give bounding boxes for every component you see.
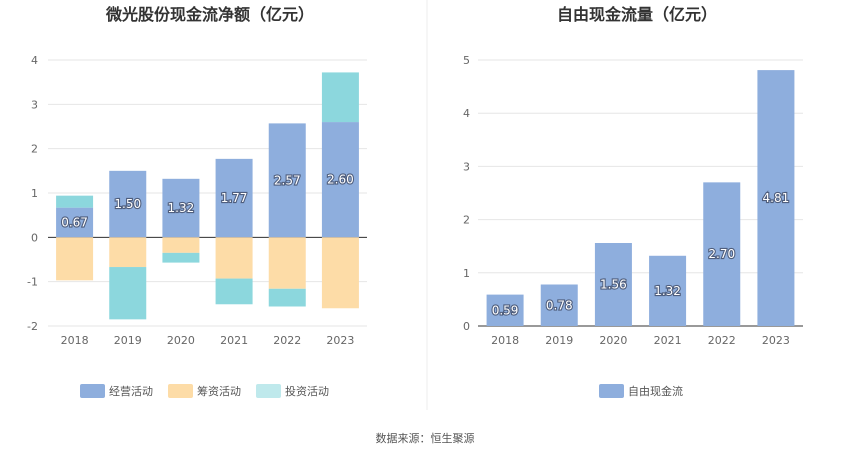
bar-financing-2022	[268, 237, 306, 289]
bar-free-cash-flow-2021	[649, 255, 687, 326]
data-label-operating: 1.77	[221, 191, 248, 205]
y-tick-label: 1	[463, 267, 470, 280]
data-label-operating: 1.32	[168, 201, 195, 215]
legend-label-financing[interactable]: 筹资活动	[197, 384, 241, 398]
x-tick-label: 2020	[167, 334, 195, 347]
y-tick-label: 3	[31, 98, 38, 111]
y-tick-label: -2	[27, 320, 38, 333]
bar-investing-2019	[109, 267, 147, 320]
bar-investing-2023	[321, 72, 359, 123]
legend-swatch-financing[interactable]	[168, 384, 193, 398]
y-tick-label: 4	[31, 54, 38, 67]
bar-operating-2020	[162, 178, 200, 238]
bar-operating-2018	[56, 207, 94, 238]
x-tick-label: 2019	[114, 334, 142, 347]
bar-operating-2021	[215, 158, 253, 238]
legend-label-free-cash-flow[interactable]: 自由现金流	[628, 384, 683, 398]
bar-operating-2019	[109, 170, 147, 238]
x-tick-label: 2018	[491, 334, 519, 347]
bar-financing-2021	[215, 237, 253, 279]
y-tick-label: 2	[463, 214, 470, 227]
x-tick-label: 2020	[599, 334, 627, 347]
x-tick-label: 2021	[654, 334, 682, 347]
data-source: 数据来源：恒生聚源	[376, 431, 475, 445]
left-chart-title: 微光股份现金流净额（亿元）	[105, 5, 314, 24]
legend-label-operating[interactable]: 经营活动	[109, 384, 153, 398]
right-chart-title: 自由现金流量（亿元）	[557, 5, 717, 24]
bar-free-cash-flow-2023	[757, 70, 795, 326]
y-tick-label: 1	[31, 187, 38, 200]
legend-swatch-free-cash-flow[interactable]	[599, 384, 624, 398]
bar-free-cash-flow-2022	[703, 182, 741, 326]
data-label-operating: 1.50	[114, 197, 141, 211]
data-label-free-cash-flow: 4.81	[763, 191, 790, 205]
bar-financing-2020	[162, 237, 200, 253]
bar-investing-2021	[215, 278, 253, 305]
data-label-operating: 0.67	[61, 215, 88, 229]
free-cash-flow-chart: 自由现金流量（亿元） 0 1 2 3 4 5 2018 0.59 2019 0.78 2020 1.…	[463, 5, 803, 398]
data-label-free-cash-flow: 1.32	[654, 284, 681, 298]
y-tick-label: 5	[463, 54, 470, 67]
bar-free-cash-flow-2018	[486, 294, 524, 326]
legend-swatch-investing[interactable]	[256, 384, 281, 398]
bar-financing-2023	[321, 237, 359, 309]
data-label-operating: 2.60	[327, 173, 354, 187]
bar-investing-2022	[268, 288, 306, 307]
x-tick-label: 2023	[326, 334, 354, 347]
data-label-free-cash-flow: 0.59	[492, 303, 519, 317]
cash-flow-net-chart: 微光股份现金流净额（亿元） -2 -1 0 1 2 3 4 2018 0.67 2019 1.50…	[27, 5, 367, 398]
bar-free-cash-flow-2019	[540, 284, 578, 326]
x-tick-label: 2022	[708, 334, 736, 347]
bar-free-cash-flow-2020	[594, 243, 632, 326]
data-label-free-cash-flow: 1.56	[600, 278, 627, 292]
data-label-free-cash-flow: 2.70	[708, 247, 735, 261]
bar-operating-2022	[268, 123, 306, 238]
x-tick-label: 2021	[220, 334, 248, 347]
y-tick-label: 0	[31, 231, 38, 244]
y-tick-label: 2	[31, 143, 38, 156]
legend-swatch-operating[interactable]	[80, 384, 105, 398]
bar-investing-2020	[162, 252, 200, 263]
x-tick-label: 2023	[762, 334, 790, 347]
x-tick-label: 2022	[273, 334, 301, 347]
legend-label-investing[interactable]: 投资活动	[285, 384, 329, 398]
x-tick-label: 2018	[61, 334, 89, 347]
data-label-free-cash-flow: 0.78	[546, 298, 573, 312]
bar-financing-2018	[56, 237, 94, 281]
x-tick-label: 2019	[545, 334, 573, 347]
bar-financing-2019	[109, 237, 147, 268]
bar-operating-2023	[321, 122, 359, 238]
bar-investing-2018	[56, 195, 94, 208]
y-tick-label: -1	[27, 276, 38, 289]
y-tick-label: 4	[463, 107, 470, 120]
y-tick-label: 3	[463, 160, 470, 173]
y-tick-label: 0	[463, 320, 470, 333]
data-label-operating: 2.57	[274, 173, 301, 187]
